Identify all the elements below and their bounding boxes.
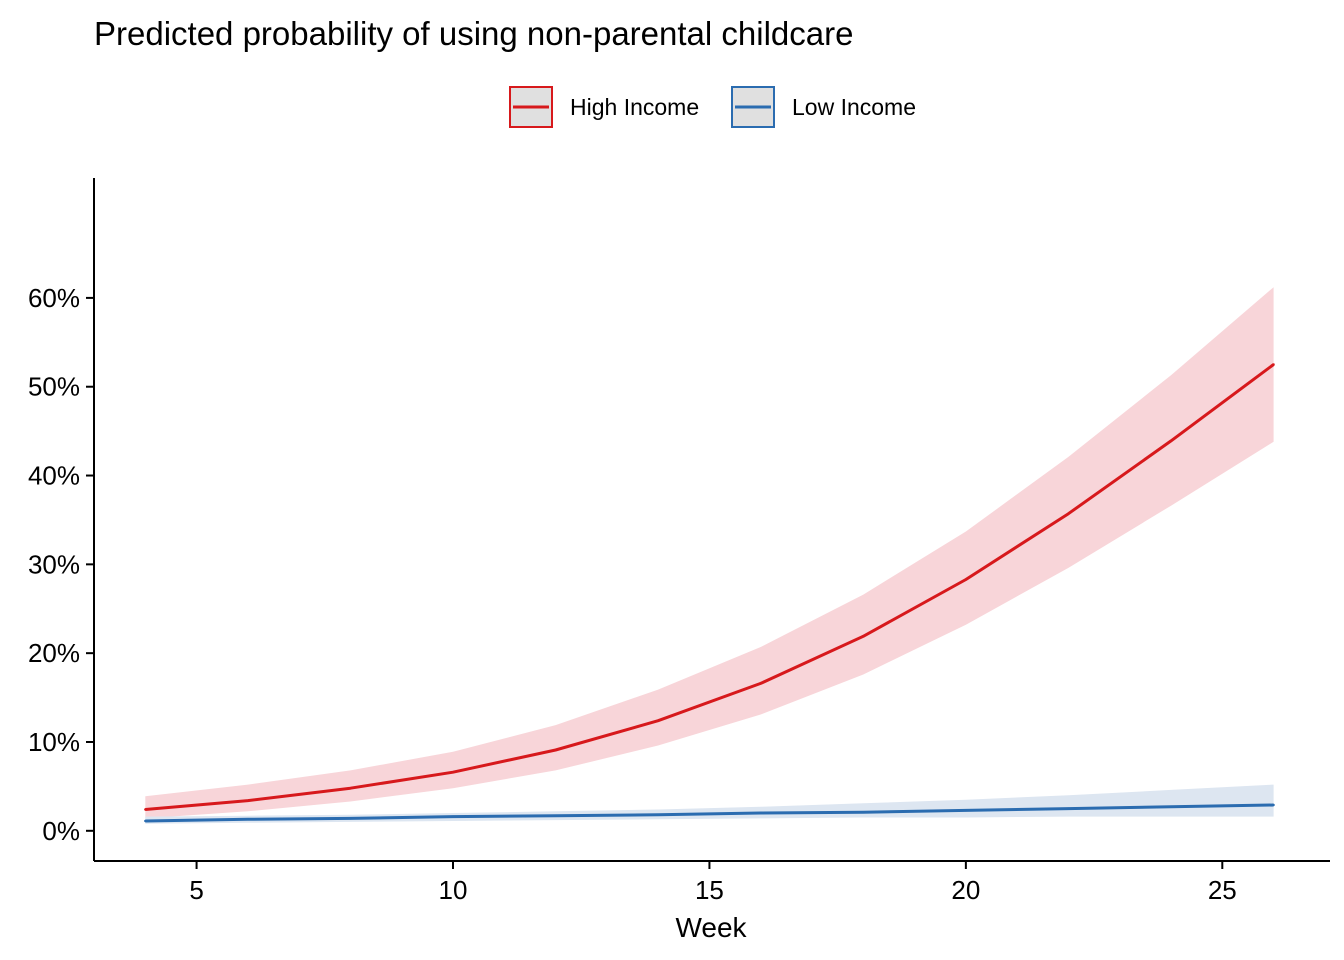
data-point-high-income: [1169, 439, 1173, 443]
x-tick-label: 15: [695, 875, 724, 905]
x-tick-label: 25: [1208, 875, 1237, 905]
data-point-high-income: [759, 682, 762, 685]
data-point-high-income: [451, 771, 455, 774]
y-tick-label: 0%: [42, 816, 80, 846]
data-point-low-income: [656, 813, 660, 816]
data-point-high-income: [1067, 512, 1070, 515]
data-point-high-income: [554, 748, 557, 752]
chart-title: Predicted probability of using non-paren…: [94, 15, 853, 52]
band-high-income: [145, 287, 1274, 819]
legend-entry-high-income: High Income: [509, 86, 699, 128]
data-point-high-income: [656, 719, 660, 722]
x-tick-label: 20: [951, 875, 980, 905]
band-low-income: [145, 784, 1274, 824]
y-tick-label: 10%: [28, 727, 80, 757]
data-point-low-income: [1067, 807, 1070, 810]
data-point-low-income: [1169, 805, 1173, 808]
legend: High Income Low Income: [509, 86, 916, 128]
data-point-high-income: [862, 635, 865, 638]
series-line-low-income: [145, 803, 1274, 823]
y-tick-label: 20%: [28, 638, 80, 668]
x-tick-label: 5: [189, 875, 203, 905]
x-axis-ticks: 5 10 15 20 25: [189, 861, 1237, 905]
data-point-low-income: [349, 817, 352, 820]
series-line-high-income: [145, 363, 1275, 811]
y-tick-label: 50%: [28, 372, 80, 402]
legend-entry-low-income: Low Income: [731, 86, 916, 128]
data-point-high-income: [1272, 363, 1275, 366]
y-axis-ticks: 0% 10% 20% 30% 40% 50% 60%: [28, 283, 94, 846]
y-tick-label: 30%: [28, 549, 80, 579]
data-point-low-income: [964, 809, 968, 812]
y-tick-label: 40%: [28, 461, 80, 491]
plot-area: [144, 287, 1275, 824]
data-point-low-income: [451, 815, 455, 818]
data-point-low-income: [246, 818, 250, 821]
legend-label-high-income: High Income: [570, 94, 699, 120]
data-point-low-income: [1272, 803, 1275, 807]
x-axis-title: Week: [675, 912, 747, 943]
data-point-high-income: [349, 787, 352, 790]
x-tick-label: 10: [439, 875, 468, 905]
data-point-low-income: [144, 819, 147, 823]
data-point-low-income: [554, 814, 557, 817]
data-point-low-income: [759, 811, 762, 815]
data-point-high-income: [144, 808, 147, 811]
data-point-high-income: [964, 578, 968, 581]
legend-label-low-income: Low Income: [792, 94, 916, 120]
data-point-high-income: [246, 799, 250, 802]
data-point-low-income: [862, 811, 865, 814]
y-tick-label: 60%: [28, 283, 80, 313]
